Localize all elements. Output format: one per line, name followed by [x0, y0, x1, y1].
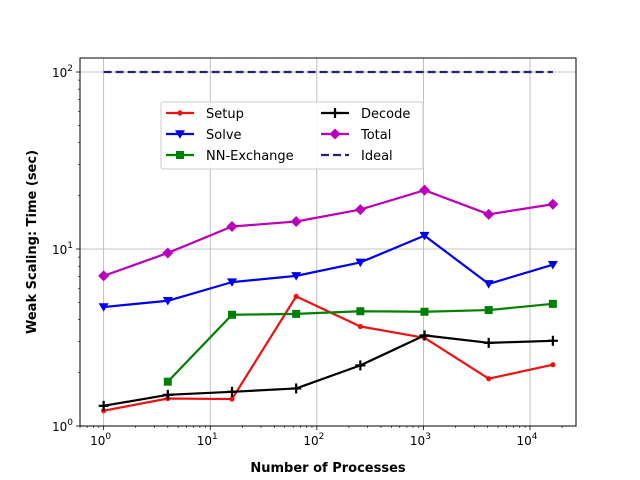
legend-label: NN-Exchange	[206, 149, 294, 164]
data-point-setup	[357, 323, 363, 330]
data-point-nn-exchange	[420, 307, 429, 316]
legend-entry-nn-exchange: NN-Exchange	[166, 149, 294, 164]
data-point-nn-exchange	[227, 310, 236, 319]
data-point-nn-exchange	[484, 306, 493, 315]
data-point-setup	[486, 376, 492, 382]
x-tick-label: 102	[303, 432, 324, 448]
y-tick-label: 102	[52, 64, 73, 80]
legend-entry-ideal: Ideal	[321, 149, 393, 164]
series-total	[98, 184, 559, 282]
legend-entry-setup: Setup	[166, 107, 244, 122]
y-tick-label: 100	[52, 418, 73, 434]
series-solve	[98, 231, 558, 312]
data-point-nn-exchange	[292, 309, 301, 318]
data-point-decode	[547, 335, 558, 346]
x-tick-label: 104	[517, 432, 538, 448]
series-nn-exchange	[163, 299, 557, 386]
data-point-total	[354, 204, 366, 216]
legend-frame	[160, 101, 424, 170]
x-tick-label: 101	[197, 432, 218, 448]
data-point-decode	[226, 386, 237, 397]
data-point-total	[483, 208, 495, 220]
tick-layer: 100 101 102 103 104 100 101 102	[52, 64, 563, 448]
legend: Setup Solve NN-Exchange Decode Total Ideal	[160, 101, 424, 170]
data-point-setup	[550, 362, 556, 368]
data-point-total	[162, 247, 174, 259]
data-point-decode	[162, 389, 173, 400]
data-point-total	[547, 198, 559, 210]
data-point-nn-exchange	[356, 307, 365, 316]
legend-label: Setup	[206, 107, 244, 122]
legend-entry-total: Total	[321, 128, 391, 143]
data-point-total	[419, 184, 431, 196]
series-layer	[98, 70, 559, 414]
legend-label: Ideal	[361, 149, 393, 164]
data-point-legend-decode	[330, 108, 340, 118]
data-point-nn-exchange	[163, 377, 172, 386]
data-point-decode	[355, 360, 366, 371]
legend-label: Total	[360, 128, 391, 143]
data-point-solve	[98, 303, 109, 312]
data-point-legend-nn-exchange	[176, 151, 184, 159]
data-point-decode	[419, 330, 430, 341]
series-line-decode	[103, 334, 553, 407]
data-point-setup	[229, 396, 235, 402]
data-point-total	[226, 221, 238, 233]
data-point-total	[98, 270, 110, 282]
data-point-legend-setup	[177, 110, 183, 116]
y-axis-label: Weak Scaling: Time (sec)	[25, 150, 40, 334]
data-point-solve	[547, 260, 558, 270]
data-point-solve	[355, 258, 366, 268]
x-tick-label: 103	[410, 432, 431, 448]
series-line-solve	[103, 234, 554, 309]
series-line-setup	[103, 295, 554, 412]
data-point-decode	[291, 383, 302, 394]
data-point-solve	[162, 297, 173, 306]
legend-entry-solve: Solve	[166, 128, 242, 143]
data-point-decode	[483, 337, 494, 348]
legend-label: Decode	[361, 107, 410, 122]
data-point-solve	[226, 278, 237, 287]
series-decode	[98, 330, 558, 411]
data-point-setup	[293, 293, 299, 299]
data-point-legend-total	[329, 128, 341, 140]
y-tick-label: 101	[52, 241, 73, 257]
data-point-solve	[483, 280, 494, 289]
x-tick-label: 100	[90, 432, 111, 448]
data-point-solve	[291, 272, 302, 281]
legend-label: Solve	[206, 128, 242, 143]
data-point-solve	[419, 231, 430, 241]
data-point-decode	[98, 400, 109, 411]
data-point-legend-solve	[175, 130, 185, 139]
plot-frame	[79, 57, 577, 427]
legend-entry-decode: Decode	[321, 107, 410, 122]
data-point-nn-exchange	[548, 299, 557, 308]
series-line-total	[103, 189, 554, 277]
data-point-total	[290, 216, 302, 228]
x-axis-label: Number of Processes	[250, 461, 406, 476]
